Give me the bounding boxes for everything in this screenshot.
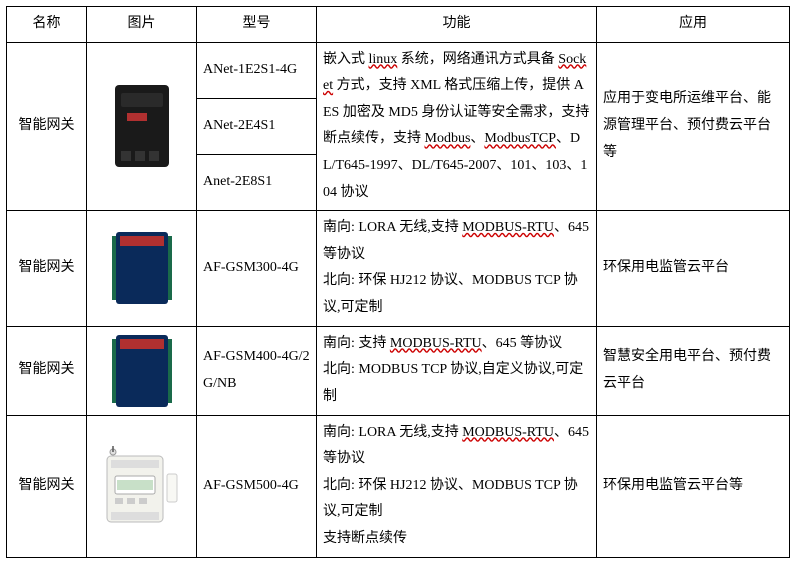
cell-name: 智能网关 — [7, 415, 87, 557]
gateway-box-icon — [107, 81, 177, 171]
blue-panel-icon — [110, 331, 174, 411]
cell-name: 智能网关 — [7, 211, 87, 326]
cell-model: ANet-1E2S1-4G — [197, 42, 317, 98]
cell-name: 智能网关 — [7, 42, 87, 211]
cell-application: 环保用电监管云平台 — [597, 211, 790, 326]
cell-image — [87, 42, 197, 211]
cell-name: 智能网关 — [7, 326, 87, 415]
cell-function: 南向: 支持 MODBUS-RTU、645 等协议北向: MODBUS TCP … — [317, 326, 597, 415]
cell-image — [87, 415, 197, 557]
product-table: 名称 图片 型号 功能 应用 智能网关 ANet-1E2S1-4G 嵌入式 l — [6, 6, 790, 558]
cell-application: 环保用电监管云平台等 — [597, 415, 790, 557]
cell-function: 嵌入式 linux 系统，网络通讯方式具备 Socket 方式，支持 XML 格… — [317, 42, 597, 211]
col-name: 名称 — [7, 7, 87, 43]
col-function: 功能 — [317, 7, 597, 43]
cell-image — [87, 211, 197, 326]
table-row: 智能网关 ANet-1E2S1-4G 嵌入式 linux 系统，网络通讯方式具备… — [7, 42, 790, 98]
table-row: 智能网关 AF-GSM500-4G 南向: LORA 无线,支持 MO — [7, 415, 790, 557]
header-row: 名称 图片 型号 功能 应用 — [7, 7, 790, 43]
cell-function: 南向: LORA 无线,支持 MODBUS-RTU、645 等协议北向: 环保 … — [317, 415, 597, 557]
table-row: 智能网关 AF-GSM300-4G 南向: LORA 无线,支持 MODBUS-… — [7, 211, 790, 326]
cell-model: AF-GSM300-4G — [197, 211, 317, 326]
cell-image — [87, 326, 197, 415]
col-image: 图片 — [87, 7, 197, 43]
cell-application: 应用于变电所运维平台、能源管理平台、预付费云平台等 — [597, 42, 790, 211]
cell-model: AF-GSM500-4G — [197, 415, 317, 557]
blue-panel-icon — [110, 228, 174, 308]
col-application: 应用 — [597, 7, 790, 43]
table-row: 智能网关 AF-GSM400-4G/2G/NB 南向: 支持 MODBUS-RT… — [7, 326, 790, 415]
cell-application: 智慧安全用电平台、预付费云平台 — [597, 326, 790, 415]
cell-model: Anet-2E8S1 — [197, 154, 317, 210]
cell-function: 南向: LORA 无线,支持 MODBUS-RTU、645 等协议北向: 环保 … — [317, 211, 597, 326]
din-meter-icon — [103, 444, 181, 528]
col-model: 型号 — [197, 7, 317, 43]
cell-model: ANet-2E4S1 — [197, 98, 317, 154]
cell-model: AF-GSM400-4G/2G/NB — [197, 326, 317, 415]
